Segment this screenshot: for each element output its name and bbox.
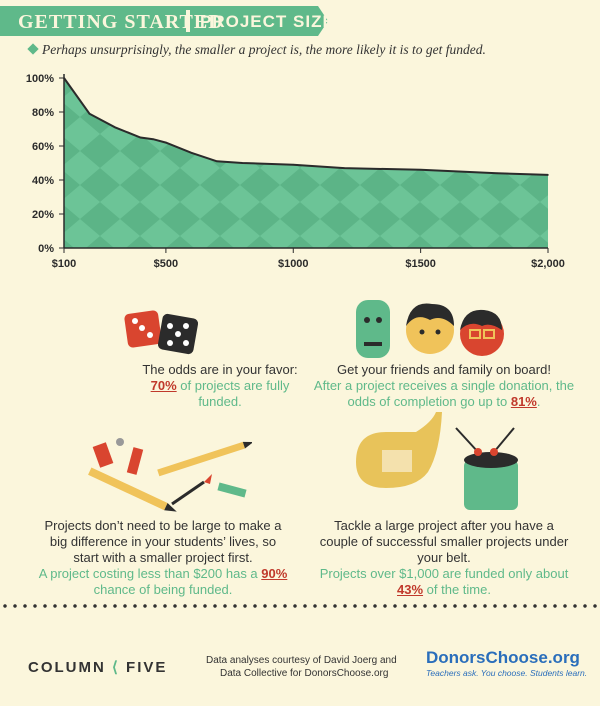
page-title: GETTING STARTED (18, 11, 224, 33)
fact-friends: Get your friends and family on board! Af… (308, 362, 580, 410)
fact-large: Tackle a large project after you have a … (314, 518, 574, 598)
data-point (114, 126, 116, 129)
band-instruments-icon (356, 412, 518, 510)
data-credit: Data analyses courtesy of David Joerg an… (206, 654, 397, 680)
data-point (88, 112, 91, 115)
dice-icon (124, 310, 199, 355)
title-separator (186, 10, 190, 32)
logo-right-text: FIVE (126, 659, 168, 676)
fact-friends-note: After a project receives a single donati… (313, 378, 575, 409)
header-banner (0, 6, 318, 36)
donorschoose-logo[interactable]: DonorsChoose.org (426, 648, 580, 667)
fact-small-main: Projects don’t need to be large to make … (44, 518, 282, 565)
x-tick-label: $100 (52, 258, 76, 270)
fact-large-main: Tackle a large project after you have a … (319, 518, 569, 565)
section-title: PROJECT SIZE (200, 12, 335, 31)
fact-dice-main: The odds are in your favor: (142, 362, 298, 377)
y-tick-label: 40% (32, 175, 54, 187)
data-point (547, 174, 549, 176)
fact-small-note: A project costing less than $200 has a (38, 566, 262, 581)
fact-friends-end: . (536, 394, 541, 409)
funding-area-chart: 0% 20% 40% 60% 80% 100% $100 $500 $1000 $1500 $2,0… (26, 73, 565, 270)
y-tick-label: 20% (32, 209, 54, 221)
fact-dice-pct: 70% (150, 378, 177, 393)
fact-large-note: Projects over $1,000 are funded only abo… (319, 566, 569, 581)
fact-large-pct: 43% (397, 582, 424, 597)
data-point (216, 160, 218, 163)
series-line (63, 77, 549, 176)
fact-friends-main: Get your friends and family on board! (337, 362, 551, 377)
fact-friends-pct: 81% (510, 394, 537, 409)
bullet-diamond-icon (27, 43, 39, 55)
fact-dice-rest: of projects are fully funded. (176, 378, 290, 409)
fact-large-rest: of the time. (423, 582, 491, 597)
x-tick-label: $2,000 (531, 258, 565, 270)
dotted-divider (0, 604, 600, 608)
school-supplies-icon (88, 438, 252, 512)
x-tick-label: $1500 (405, 258, 436, 270)
fact-small-rest: chance of being funded. (93, 582, 233, 597)
data-point (165, 141, 167, 144)
y-tick-label: 80% (32, 107, 54, 119)
data-point (343, 167, 346, 169)
x-tick-label: $500 (154, 258, 178, 270)
data-point (496, 172, 498, 174)
chart-subtitle: Perhaps unsurprisingly, the smaller a pr… (42, 42, 486, 57)
y-tick-label: 60% (32, 141, 54, 153)
faces-icon (356, 300, 504, 358)
credit-line-1: Data analyses courtesy of David Joerg an… (206, 655, 397, 666)
fact-small-pct: 90% (261, 566, 288, 581)
x-tick-label: $1000 (278, 258, 309, 270)
area-fill (64, 78, 548, 248)
data-point (241, 162, 244, 164)
data-point (152, 138, 154, 140)
data-point (419, 169, 422, 171)
banner-notch (318, 6, 328, 36)
logo-left-text: COLUMN (28, 659, 106, 676)
data-point (190, 152, 193, 154)
data-point (139, 136, 142, 139)
data-point (292, 163, 295, 166)
fact-small: Projects don’t need to be large to make … (36, 518, 290, 598)
y-tick-label: 0% (38, 243, 54, 255)
fact-dice: The odds are in your favor: 70% of proje… (130, 362, 310, 410)
donorschoose-tagline: Teachers ask. You choose. Students learn… (426, 668, 588, 678)
credit-line-2: Data Collective for DonorsChoose.org (220, 668, 389, 679)
column-five-logo[interactable]: COLUMN ⟨ FIVE (28, 659, 168, 676)
y-tick-label: 100% (26, 73, 54, 85)
